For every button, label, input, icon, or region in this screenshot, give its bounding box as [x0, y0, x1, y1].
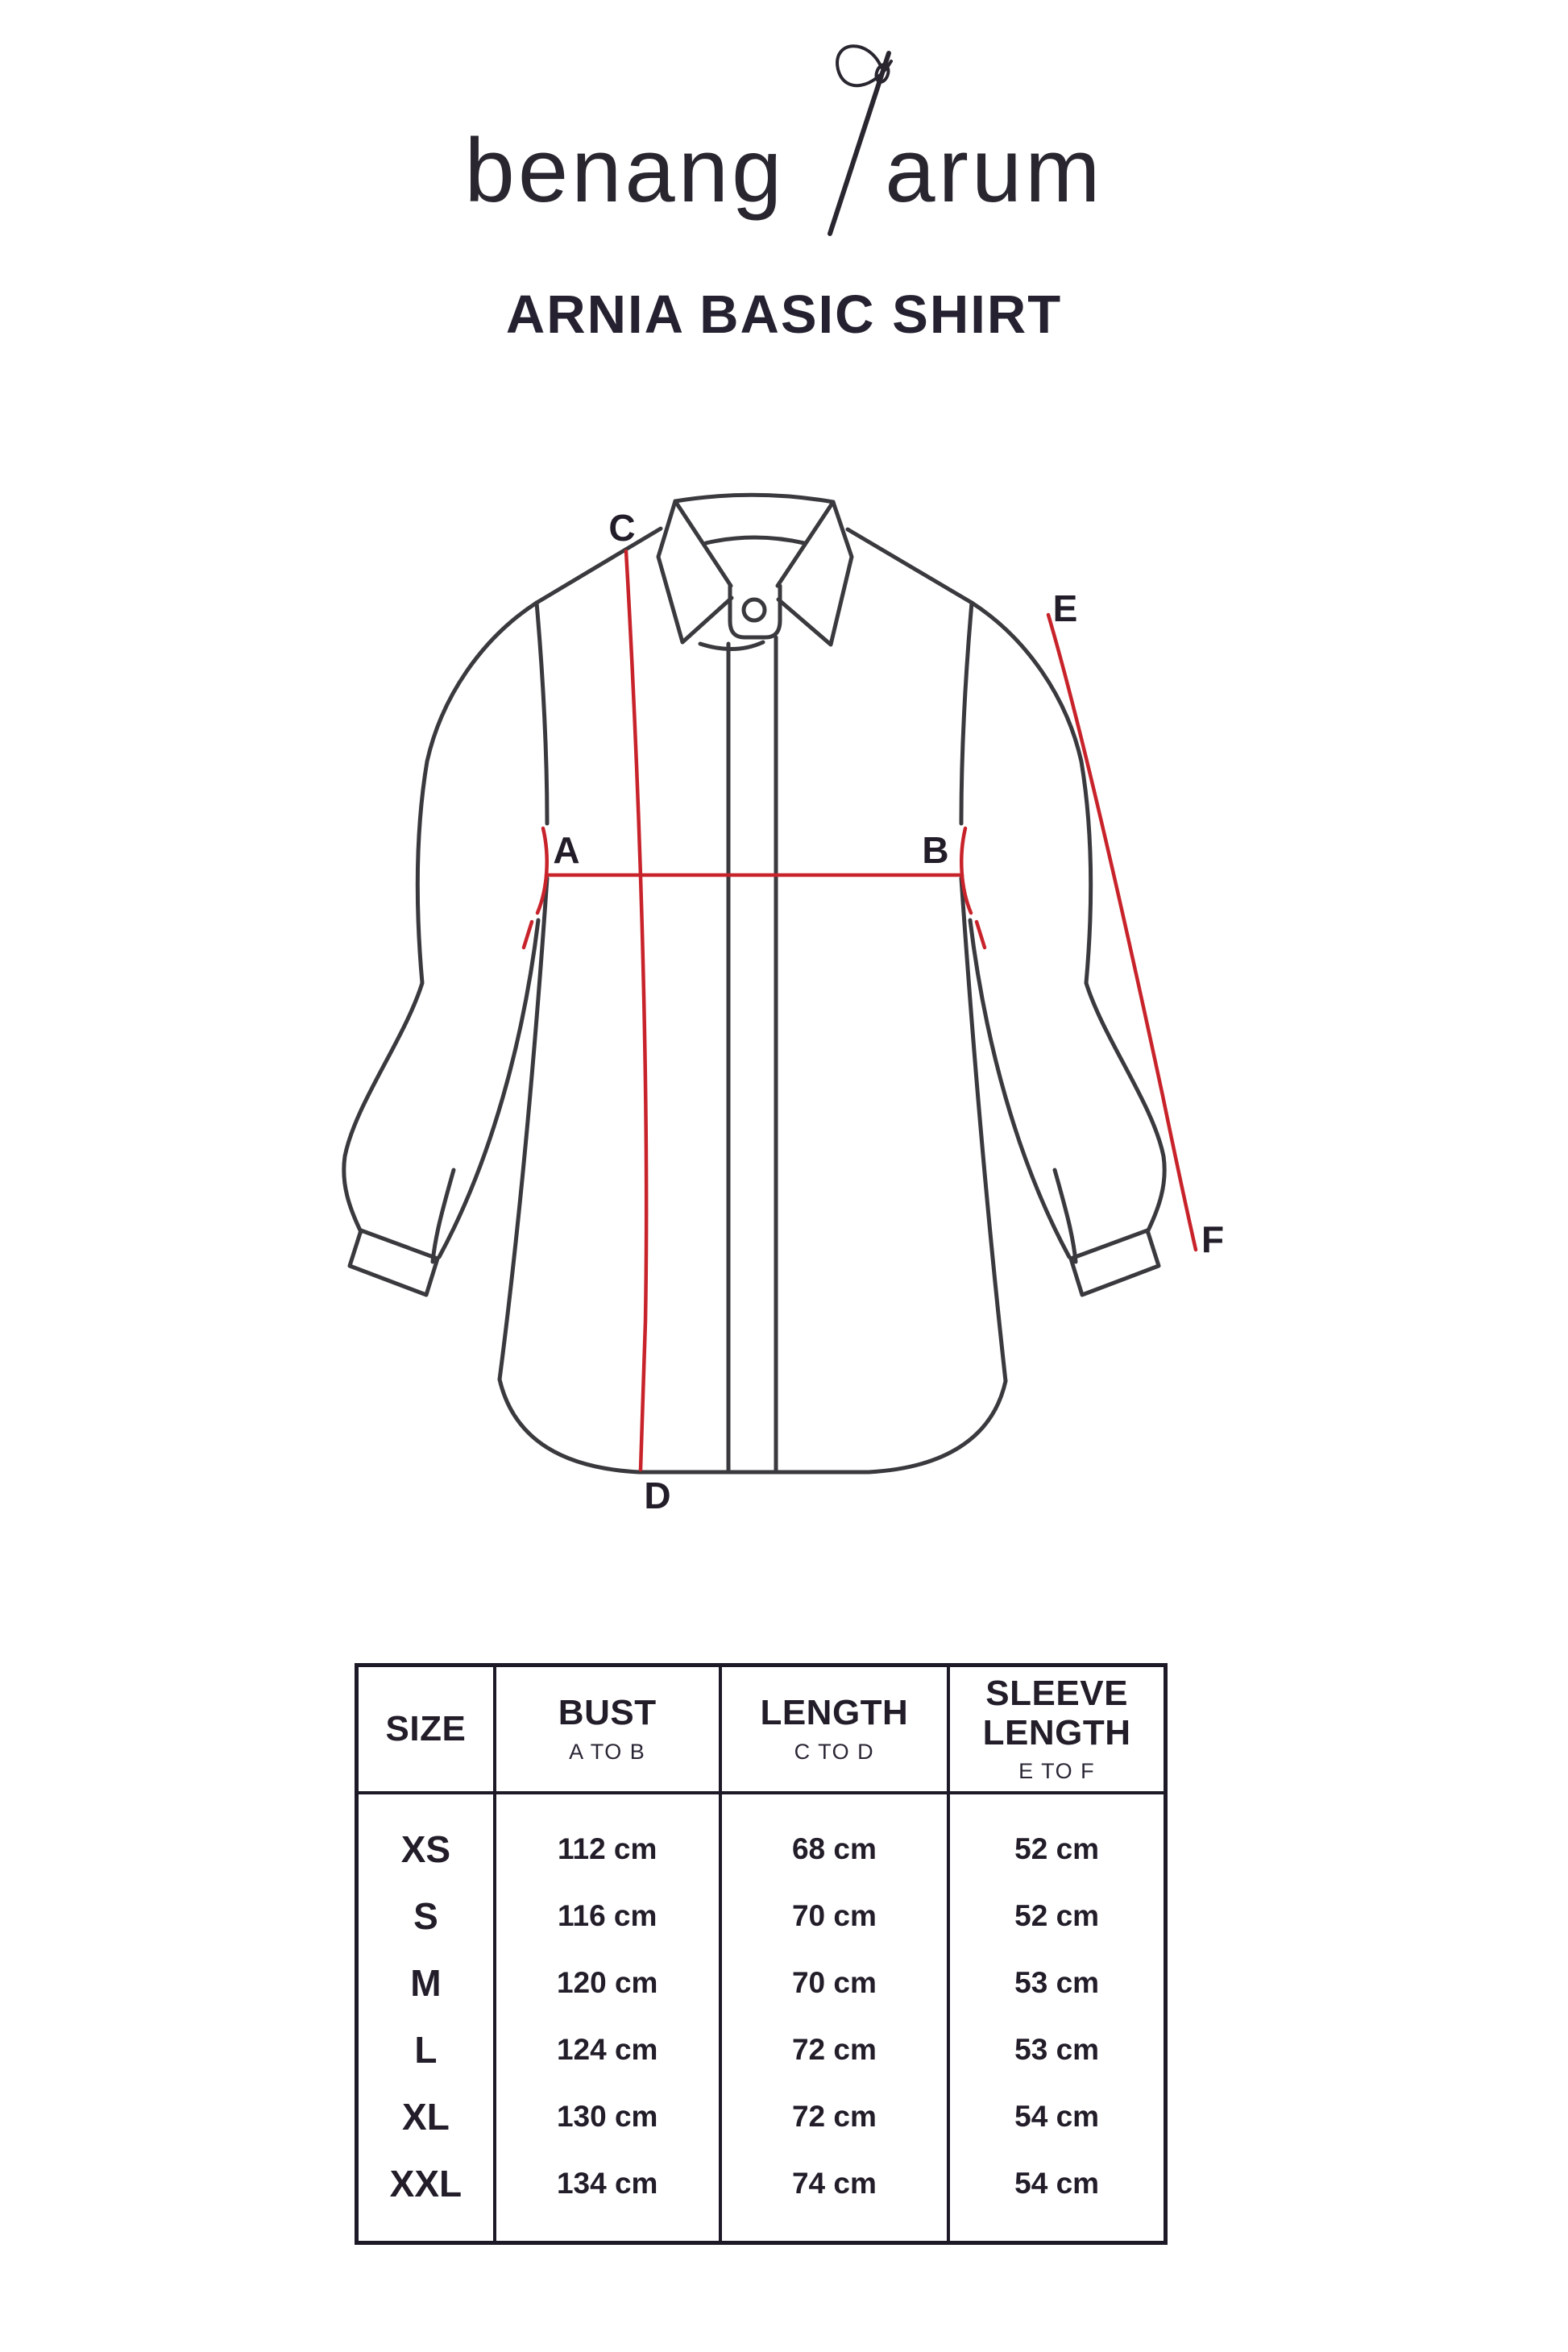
shirt-outline: [342, 492, 1167, 1475]
bust-value: 112 cm: [557, 1831, 657, 1865]
column-sleeve-length: 52 cm 52 cm 53 cm 53 cm 54 cm 54 cm: [947, 1794, 1164, 2241]
size-value: S: [413, 1894, 438, 1937]
label-e: E: [1053, 587, 1078, 629]
header-length: LENGTH C TO D: [718, 1667, 948, 1791]
brand-logo-word-1: benang: [464, 120, 786, 221]
size-value: L: [414, 2028, 438, 2071]
label-f: F: [1201, 1218, 1224, 1260]
size-table-body: XS S M L XL XXL 112 cm 116 cm 120 cm 124…: [359, 1794, 1164, 2241]
brand-logo-word-2: arum: [885, 120, 1104, 221]
length-value: 68 cm: [791, 1831, 877, 1865]
bust-value: 130 cm: [556, 2099, 658, 2133]
label-c: C: [608, 507, 635, 549]
column-bust: 112 cm 116 cm 120 cm 124 cm 130 cm 134 c…: [492, 1794, 719, 2241]
size-table: SIZE BUST A TO B LENGTH C TO D SLEEVE LE…: [355, 1663, 1168, 2245]
column-size: XS S M L XL XXL: [359, 1794, 493, 2241]
length-value: 70 cm: [791, 1965, 877, 1999]
size-table-header: SIZE BUST A TO B LENGTH C TO D SLEEVE LE…: [359, 1667, 1164, 1794]
header-sleeve-length: SLEEVE LENGTH E TO F: [947, 1667, 1164, 1791]
sleeve-value: 53 cm: [1014, 1965, 1100, 1999]
sleeve-value: 52 cm: [1014, 1898, 1100, 1932]
length-value: 72 cm: [791, 2032, 877, 2066]
bust-value: 134 cm: [556, 2166, 658, 2200]
sleeve-value: 52 cm: [1014, 1831, 1100, 1865]
label-b: B: [922, 829, 948, 871]
bust-value: 120 cm: [556, 1965, 658, 1999]
length-value: 72 cm: [791, 2099, 877, 2133]
needle-and-thread-icon: [828, 44, 894, 236]
sleeve-value: 53 cm: [1014, 2032, 1100, 2066]
length-line-c-to-d: [624, 549, 649, 1472]
label-a: A: [553, 829, 579, 871]
measurement-lines: [521, 549, 1198, 1472]
size-value: XS: [400, 1827, 451, 1870]
shirt-measurement-diagram: C A B E D F: [342, 492, 1224, 1516]
column-length: 68 cm 70 cm 70 cm 72 cm 72 cm 74 cm: [718, 1794, 948, 2241]
page-title: ARNIA BASIC SHIRT: [505, 284, 1063, 345]
size-value: XXL: [389, 2162, 463, 2205]
brand-logo: benang arum: [0, 44, 1568, 236]
bust-value: 124 cm: [556, 2032, 658, 2066]
size-value: M: [410, 1961, 442, 2004]
size-value: XL: [402, 2095, 450, 2138]
label-d: D: [644, 1475, 670, 1516]
bust-value: 116 cm: [557, 1898, 657, 1932]
length-value: 70 cm: [791, 1898, 877, 1932]
header-size: SIZE: [385, 1708, 467, 1748]
header-bust: BUST A TO B: [492, 1667, 719, 1791]
sleeve-line-e-to-f: [1046, 612, 1198, 1252]
sleeve-value: 54 cm: [1014, 2099, 1100, 2133]
sleeve-value: 54 cm: [1014, 2166, 1100, 2200]
length-value: 74 cm: [791, 2166, 877, 2200]
